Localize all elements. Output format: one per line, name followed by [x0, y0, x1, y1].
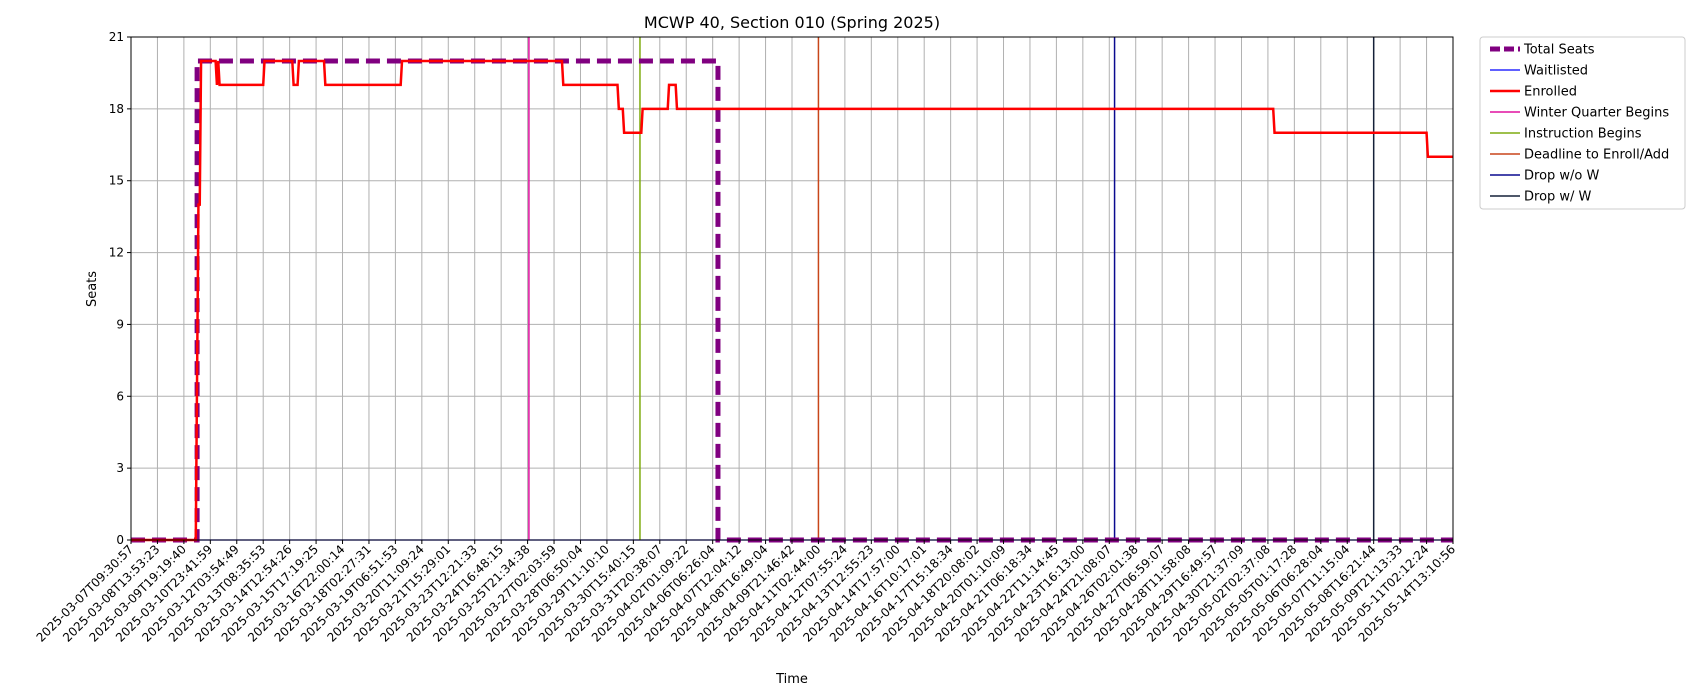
legend-label-winter-quarter-begins: Winter Quarter Begins: [1524, 106, 1669, 121]
grid-lines: [130, 36, 1454, 541]
y-tick-label: 18: [109, 102, 124, 116]
legend-box: [1479, 36, 1686, 210]
y-tick-label: 15: [109, 174, 124, 188]
legend: Total Seats Waitlisted Enrolled Winter Quar…: [1479, 36, 1686, 210]
y-axis-title: Seats: [85, 271, 100, 307]
chart-title: MCWP 40, Section 010 (Spring 2025): [644, 13, 940, 32]
y-tick-label: 9: [116, 317, 124, 331]
legend-label-total-seats: Total Seats: [1523, 43, 1595, 58]
y-axis-ticks: 0 3 6 9 12 15 18 21: [109, 30, 131, 547]
y-tick-label: 12: [109, 246, 124, 260]
y-tick-label: 21: [109, 30, 124, 44]
legend-label-drop-w-w: Drop w/ W: [1524, 190, 1592, 205]
legend-label-drop-w-o-w: Drop w/o W: [1524, 169, 1600, 184]
legend-label-enrolled: Enrolled: [1524, 85, 1577, 100]
legend-label-instruction-begins: Instruction Begins: [1524, 127, 1642, 142]
legend-label-waitlisted: Waitlisted: [1524, 64, 1588, 79]
y-tick-label: 0: [116, 533, 124, 547]
legend-label-deadline-to-enroll-add: Deadline to Enroll/Add: [1524, 148, 1669, 163]
x-axis-title: Time: [775, 672, 808, 687]
y-tick-label: 6: [116, 389, 124, 403]
y-tick-label: 3: [116, 461, 124, 475]
series-line-enrolled: [131, 59, 1453, 542]
x-axis-ticks: 2025-03-07T09:30:572025-03-08T13:53:2320…: [34, 540, 1458, 645]
